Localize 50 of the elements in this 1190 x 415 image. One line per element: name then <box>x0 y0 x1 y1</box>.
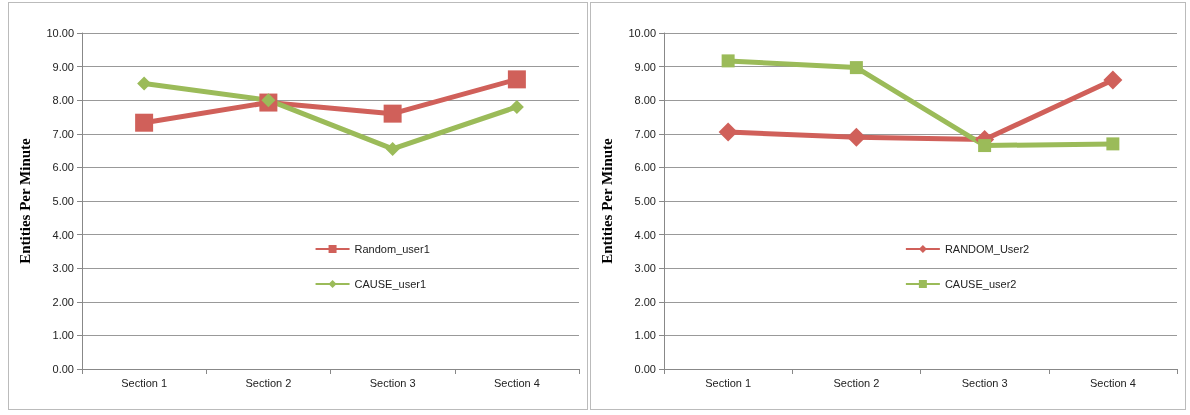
point <box>1106 137 1120 151</box>
y-tick-label: 7.00 <box>52 127 74 140</box>
y-tick-label: 6.00 <box>52 161 74 174</box>
point <box>135 113 154 132</box>
y-tick-label: 10.00 <box>46 27 74 39</box>
point <box>849 61 863 75</box>
x-tick-label: Section 1 <box>705 376 752 389</box>
legend-label: Random_user1 <box>354 242 430 255</box>
point <box>1103 70 1123 90</box>
y-tick-label: 6.00 <box>634 161 656 174</box>
y-tick-label: 9.00 <box>52 60 74 73</box>
y-tick-label: 5.00 <box>634 195 656 207</box>
y-tick-label: 1.00 <box>52 329 74 342</box>
x-tick-label: Section 2 <box>833 376 880 389</box>
y-tick-label: 10.00 <box>628 27 656 39</box>
x-tick-label: Section 4 <box>1089 376 1136 389</box>
legend-label: RANDOM_User2 <box>944 242 1030 255</box>
point <box>978 139 992 153</box>
y-tick-label: 2.00 <box>634 295 656 308</box>
y-tick-label: 0.00 <box>52 363 74 375</box>
y-tick-label: 8.00 <box>634 94 656 107</box>
y-tick-label: 1.00 <box>634 329 656 342</box>
point <box>137 76 152 91</box>
y-tick-label: 8.00 <box>52 94 74 107</box>
y-axis-title: Entities Per Minute <box>598 137 615 264</box>
point <box>383 104 402 123</box>
x-tick-label: Section 4 <box>493 376 540 389</box>
point <box>261 93 276 108</box>
y-axis-title: Entities Per Minute <box>16 137 33 264</box>
y-tick-label: 0.00 <box>634 363 656 375</box>
x-tick-label: Section 1 <box>121 376 168 389</box>
y-tick-label: 2.00 <box>52 295 74 308</box>
y-tick-label: 5.00 <box>52 195 74 207</box>
y-tick-label: 4.00 <box>52 228 74 241</box>
y-tick-label: 3.00 <box>52 262 74 275</box>
point <box>721 54 735 68</box>
y-tick-label: 7.00 <box>634 127 656 140</box>
legend-label: CAUSE_user2 <box>944 277 1017 290</box>
point <box>509 99 524 114</box>
point <box>385 141 400 156</box>
legend-label: CAUSE_user1 <box>354 277 427 290</box>
x-tick-label: Section 3 <box>369 376 416 389</box>
point <box>718 122 738 142</box>
y-tick-label: 9.00 <box>634 60 656 73</box>
x-tick-label: Section 3 <box>961 376 1008 389</box>
point <box>507 70 526 89</box>
y-tick-label: 4.00 <box>634 228 656 241</box>
point <box>846 127 866 147</box>
y-tick-label: 3.00 <box>634 262 656 275</box>
x-tick-label: Section 2 <box>245 376 292 389</box>
